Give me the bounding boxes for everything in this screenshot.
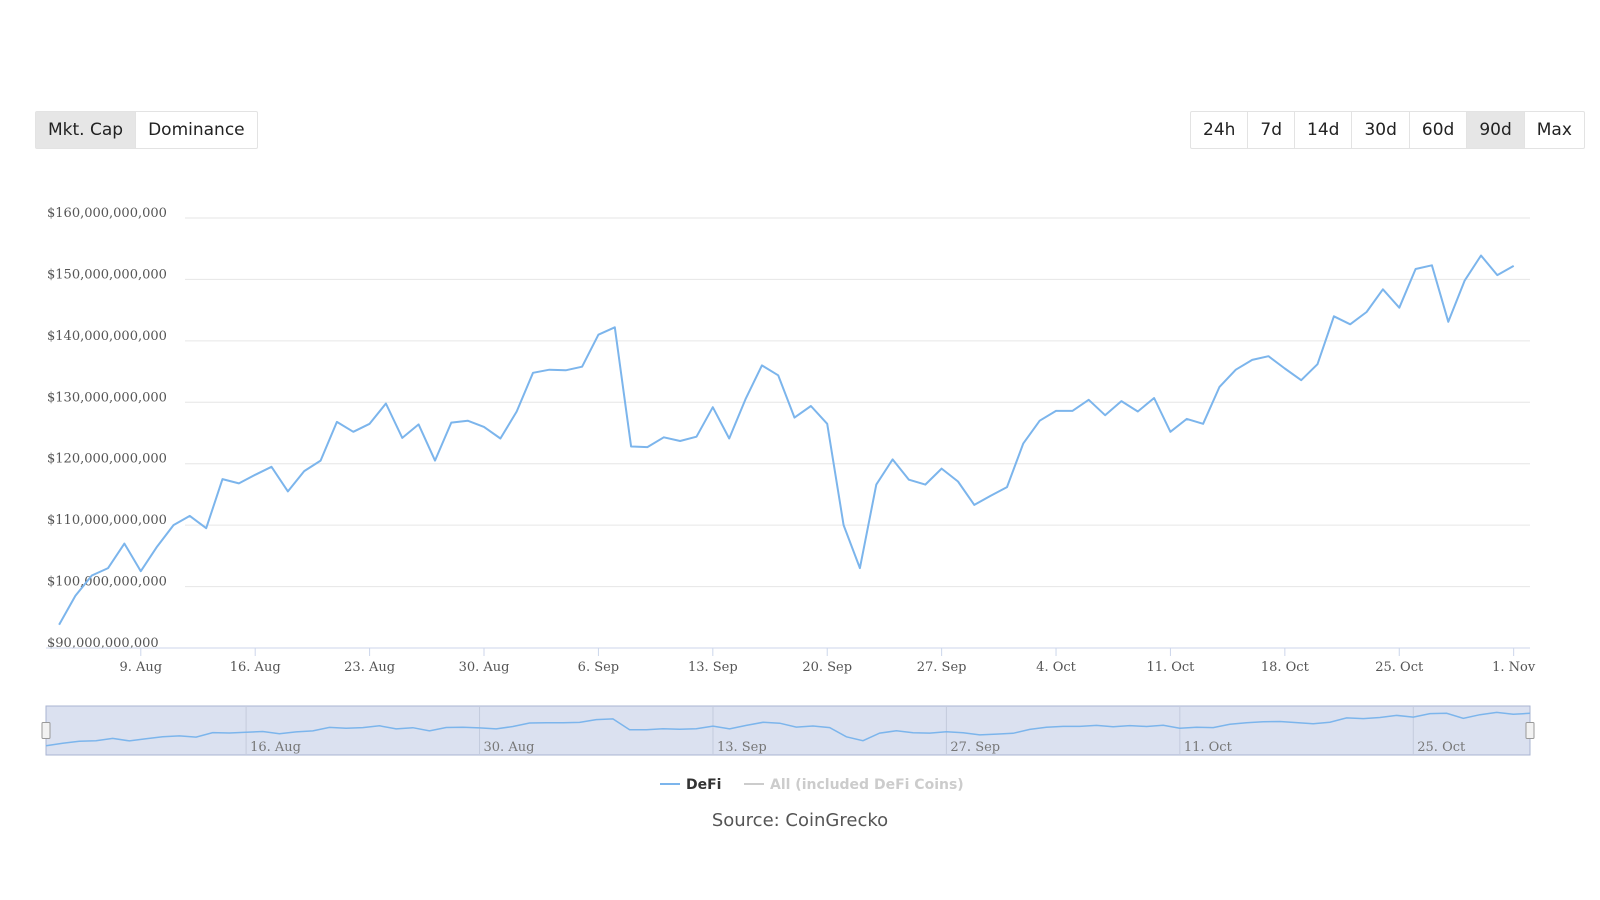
x-tick-label: 6. Sep xyxy=(578,660,619,675)
range-7d-button[interactable]: 7d xyxy=(1248,112,1296,148)
y-tick-label: $130,000,000,000 xyxy=(47,390,167,405)
metric-toggle-group: Mkt. Cap Dominance xyxy=(35,111,258,149)
x-tick-label: 25. Oct xyxy=(1375,660,1424,675)
range-14d-button[interactable]: 14d xyxy=(1295,112,1353,148)
x-tick-label: 4. Oct xyxy=(1036,660,1076,675)
x-tick-label: 18. Oct xyxy=(1261,660,1310,675)
y-tick-label: $120,000,000,000 xyxy=(47,452,167,467)
x-tick-label: 23. Aug xyxy=(344,660,395,675)
y-tick-label: $140,000,000,000 xyxy=(47,329,167,344)
y-tick-label: $150,000,000,000 xyxy=(47,267,167,282)
y-tick-label: $110,000,000,000 xyxy=(47,513,167,528)
navigator-series-line xyxy=(45,711,1531,747)
metric-mkt-cap-button[interactable]: Mkt. Cap xyxy=(36,112,137,148)
source-caption: Source: CoinGrecko xyxy=(711,810,889,831)
x-tick-label: 13. Sep xyxy=(688,660,738,675)
range-24h-button[interactable]: 24h xyxy=(1191,112,1249,148)
range-max-button[interactable]: Max xyxy=(1536,120,1572,140)
x-tick-label: 27. Sep xyxy=(917,660,967,675)
navigator-tick-label: 11. Oct xyxy=(1184,740,1233,755)
navigator-tick-label: 27. Sep xyxy=(950,740,1000,755)
navigator-tick-label: 30. Aug xyxy=(484,740,535,755)
navigator-window xyxy=(45,705,1531,756)
navigator-right-handle[interactable] xyxy=(1525,722,1535,739)
navigator-tick-label: 25. Oct xyxy=(1417,740,1466,755)
y-tick-label: $100,000,000,000 xyxy=(47,575,167,590)
x-tick-label: 20. Sep xyxy=(802,660,852,675)
y-tick-label: $160,000,000,000 xyxy=(47,206,167,221)
time-range-group: 24h 7d 14d 30d 60d 90d Max xyxy=(1190,111,1585,149)
x-tick-label: 11. Oct xyxy=(1146,660,1195,675)
legend-all-label[interactable]: All (included DeFi Coins) xyxy=(770,777,964,793)
defi-series-line xyxy=(58,254,1515,626)
y-tick-label: $90,000,000,000 xyxy=(47,636,159,651)
legend-defi-label[interactable]: DeFi xyxy=(686,777,721,793)
x-tick-label: 1. Nov xyxy=(1492,660,1536,675)
x-tick-label: 9. Aug xyxy=(119,660,162,675)
navigator-tick-label: 16. Aug xyxy=(250,740,301,755)
range-60d-button[interactable]: 60d xyxy=(1410,112,1468,148)
range-90d-button[interactable]: 90d xyxy=(1467,112,1525,148)
navigator-tick-label: 13. Sep xyxy=(717,740,767,755)
x-tick-label: 16. Aug xyxy=(230,660,281,675)
x-tick-label: 30. Aug xyxy=(459,660,510,675)
metric-dominance-button[interactable]: Dominance xyxy=(148,120,245,140)
range-30d-button[interactable]: 30d xyxy=(1352,112,1410,148)
navigator-left-handle[interactable] xyxy=(41,722,51,739)
